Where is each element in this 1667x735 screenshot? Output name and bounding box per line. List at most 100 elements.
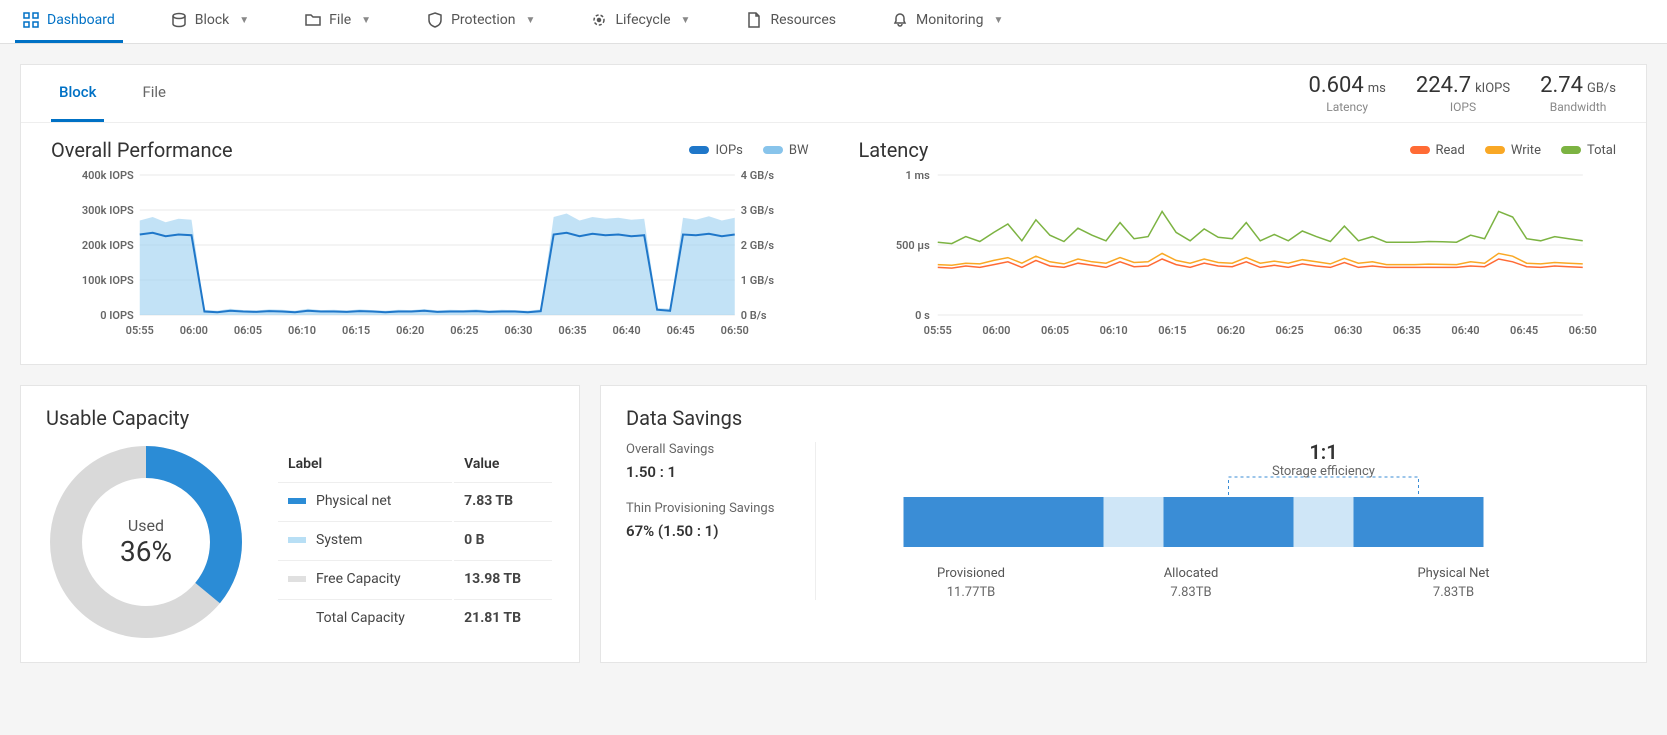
doc-icon (746, 12, 762, 28)
donut-used-label: Used (128, 516, 164, 535)
svg-text:1 ms: 1 ms (905, 170, 930, 182)
svg-text:06:50: 06:50 (721, 324, 749, 337)
bell-icon (892, 12, 908, 28)
table-row: Total Capacity21.81 TB (278, 599, 552, 636)
overall-performance-chart: Overall Performance IOPs BW 400k IOPS 4 GB… (51, 138, 809, 344)
svg-text:06:40: 06:40 (1451, 324, 1479, 337)
legend-item: IOPs (689, 143, 742, 158)
svg-text:06:20: 06:20 (396, 324, 424, 337)
svg-text:06:30: 06:30 (1334, 324, 1362, 337)
table-row: Physical net7.83 TB (278, 482, 552, 519)
svg-text:0 IOPS: 0 IOPS (100, 309, 134, 322)
legend-item: Write (1485, 143, 1541, 158)
metric-bandwidth: 2.74 GB/sBandwidth (1540, 73, 1616, 114)
perf-legend: IOPs BW (689, 143, 808, 158)
shield-icon (427, 12, 443, 28)
chevron-down-icon: ▼ (994, 15, 1004, 26)
nav-label: Resources (770, 12, 836, 28)
thin-provisioning-value: 67% (1.50 : 1) (626, 522, 795, 540)
savings-bars-svg: 1:1Storage efficiency (846, 442, 1621, 562)
legend-item: BW (763, 143, 809, 158)
tabs-row: Block File 0.604 msLatency 224.7 kIOPSIOPS… (21, 65, 1646, 123)
nav-lifecycle[interactable]: Lifecycle▼ (583, 0, 698, 43)
table-row: System0 B (278, 521, 552, 558)
usable-capacity-card: Usable Capacity Used 36% LabelValuePhysi… (20, 385, 580, 663)
svg-text:Storage efficiency: Storage efficiency (1272, 464, 1375, 479)
nav-dashboard[interactable]: Dashboard (15, 0, 123, 43)
svg-text:05:55: 05:55 (923, 324, 951, 337)
nav-label: Monitoring (916, 12, 984, 28)
svg-text:0 s: 0 s (915, 309, 930, 322)
tabs: Block File (51, 65, 174, 122)
latency-svg: 1 ms 500 µs 0 s 05:55 06:00 06:05 06:10 06:15 06… (859, 170, 1617, 340)
nav-label: Dashboard (47, 12, 115, 28)
latency-chart: Latency ReadWriteTotal 1 ms500 µs0 s05:5… (859, 138, 1617, 344)
svg-text:06:30: 06:30 (504, 324, 532, 337)
nav-monitoring[interactable]: Monitoring ▼ (884, 0, 1011, 43)
card-title: Data Savings (626, 406, 1621, 430)
svg-text:06:10: 06:10 (288, 324, 316, 337)
svg-text:100k IOPS: 100k IOPS (82, 274, 134, 287)
bar-label: Allocated7.83TB (1096, 566, 1286, 600)
chevron-down-icon: ▼ (526, 15, 536, 26)
metric-iops: 224.7 kIOPSIOPS (1416, 73, 1510, 114)
nav-label: Block (195, 12, 230, 28)
svg-text:06:10: 06:10 (1099, 324, 1127, 337)
capacity-donut: Used 36% (46, 442, 246, 642)
svg-text:3 GB/s: 3 GB/s (741, 204, 775, 217)
tab-file[interactable]: File (134, 65, 174, 122)
svg-text:06:35: 06:35 (558, 324, 586, 337)
overall-savings-label: Overall Savings (626, 442, 795, 457)
nav-label: Protection (451, 12, 515, 28)
chart-title: Overall Performance (51, 138, 233, 162)
svg-text:06:45: 06:45 (1510, 324, 1538, 337)
nav-label: File (329, 12, 351, 28)
svg-text:06:15: 06:15 (342, 324, 370, 337)
metric-latency: 0.604 msLatency (1309, 73, 1386, 114)
svg-text:500 µs: 500 µs (895, 239, 929, 252)
nav-resources[interactable]: Resources (738, 0, 844, 43)
latency-legend: ReadWriteTotal (1410, 143, 1616, 158)
svg-text:1 GB/s: 1 GB/s (741, 274, 775, 287)
chevron-down-icon: ▼ (361, 15, 371, 26)
thin-provisioning-label: Thin Provisioning Savings (626, 501, 795, 516)
chevron-down-icon: ▼ (239, 15, 249, 26)
svg-text:06:20: 06:20 (1216, 324, 1244, 337)
table-row: Free Capacity13.98 TB (278, 560, 552, 597)
svg-text:06:05: 06:05 (1040, 324, 1068, 337)
perf-svg: 400k IOPS 4 GB/s 300k IOPS 3 GB/s 200k IOPS 2… (51, 170, 809, 340)
nav-protection[interactable]: Protection ▼ (419, 0, 543, 43)
svg-text:06:25: 06:25 (1275, 324, 1303, 337)
svg-text:06:45: 06:45 (667, 324, 695, 337)
svg-text:2 GB/s: 2 GB/s (741, 239, 775, 252)
svg-text:06:05: 06:05 (234, 324, 262, 337)
overall-savings-value: 1.50 : 1 (626, 463, 795, 481)
svg-text:1:1: 1:1 (1309, 442, 1337, 464)
header-metrics: 0.604 msLatency 224.7 kIOPSIOPS 2.74 GB/sB… (1309, 73, 1617, 114)
bar-label: Provisioned11.77TB (846, 566, 1096, 600)
cycle-icon (591, 12, 607, 28)
folder-icon (305, 12, 321, 28)
svg-text:200k IOPS: 200k IOPS (82, 239, 134, 252)
chevron-down-icon: ▼ (681, 15, 691, 26)
legend-item: Total (1561, 143, 1616, 158)
capacity-table: LabelValuePhysical net7.83 TBSystem0 BFr… (276, 446, 554, 638)
nav-file[interactable]: File ▼ (297, 0, 379, 43)
bar-label: Physical Net7.83TB (1286, 566, 1621, 600)
svg-text:300k IOPS: 300k IOPS (82, 204, 134, 217)
grid-icon (23, 12, 39, 28)
svg-text:06:00: 06:00 (180, 324, 208, 337)
svg-text:06:15: 06:15 (1158, 324, 1186, 337)
savings-bar-labels: Provisioned11.77TBAllocated7.83TBPhysica… (846, 566, 1621, 600)
chart-title: Latency (859, 138, 929, 162)
donut-used-pct: 36% (120, 535, 172, 568)
svg-text:400k IOPS: 400k IOPS (82, 170, 134, 182)
svg-text:06:50: 06:50 (1568, 324, 1596, 337)
nav-block[interactable]: Block ▼ (163, 0, 257, 43)
svg-text:06:00: 06:00 (982, 324, 1010, 337)
tab-block[interactable]: Block (51, 65, 104, 122)
card-title: Usable Capacity (46, 406, 554, 430)
svg-text:06:40: 06:40 (612, 324, 640, 337)
svg-text:4 GB/s: 4 GB/s (741, 170, 775, 182)
data-savings-card: Data Savings Overall Savings 1.50 : 1 Th… (600, 385, 1647, 663)
